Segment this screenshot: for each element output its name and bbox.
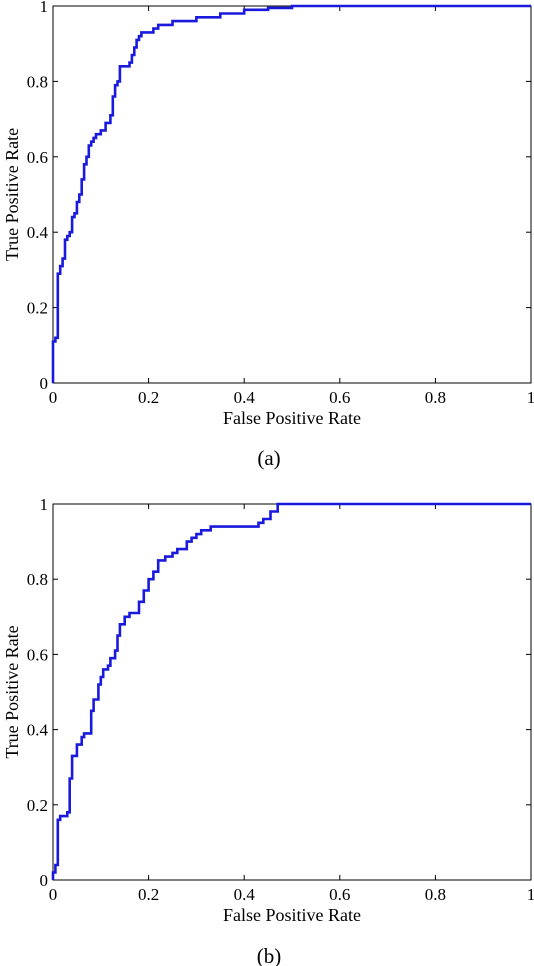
y-tick-label: 0.2 — [27, 796, 48, 815]
x-tick-label: 0.6 — [329, 885, 350, 904]
x-tick-label: 0.4 — [234, 885, 256, 904]
y-tick-label: 0.2 — [27, 299, 48, 318]
panel-caption: (b) — [257, 944, 282, 966]
x-tick-label: 0 — [49, 885, 58, 904]
roc-curve-line — [51, 502, 531, 880]
x-tick-label: 0.2 — [138, 885, 159, 904]
y-axis-label: True Positive Rate — [2, 128, 22, 261]
plot-frame — [52, 503, 532, 881]
y-tick-label: 0.6 — [27, 148, 48, 167]
y-tick-label: 0 — [40, 871, 49, 890]
x-axis-label: False Positive Rate — [223, 408, 361, 428]
y-tick-label: 0.8 — [27, 72, 48, 91]
x-tick-label: 1 — [527, 885, 534, 904]
x-tick-label: 0.2 — [138, 388, 159, 407]
roc-curve-line — [51, 4, 531, 383]
x-tick-label: 0.6 — [329, 388, 350, 407]
y-tick-label: 0.4 — [27, 721, 49, 740]
x-axis-label: False Positive Rate — [223, 905, 361, 925]
x-tick-label: 1 — [527, 388, 534, 407]
y-tick-label: 0.6 — [27, 645, 48, 664]
x-tick-label: 0.4 — [234, 388, 256, 407]
x-tick-label: 0.8 — [425, 885, 446, 904]
y-tick-label: 0 — [40, 374, 49, 393]
x-tick-label: 0 — [49, 388, 58, 407]
y-tick-label: 0.8 — [27, 570, 48, 589]
roc-chart-a: 0 0.2 0.4 0.6 0.8 1 0 0.2 0.4 0.6 0.8 1 False Positi… — [2, 0, 534, 470]
roc-chart-b: 0 0.2 0.4 0.6 0.8 1 0 0.2 0.4 0.6 0.8 1 False Positi… — [2, 495, 534, 966]
y-tick-label: 0.4 — [27, 223, 49, 242]
y-tick-label: 1 — [40, 0, 49, 16]
plot-frame — [52, 5, 532, 384]
x-tick-label: 0.8 — [425, 388, 446, 407]
panel-caption: (a) — [257, 446, 280, 470]
y-axis-label: True Positive Rate — [2, 625, 22, 758]
y-tick-label: 1 — [40, 495, 49, 514]
